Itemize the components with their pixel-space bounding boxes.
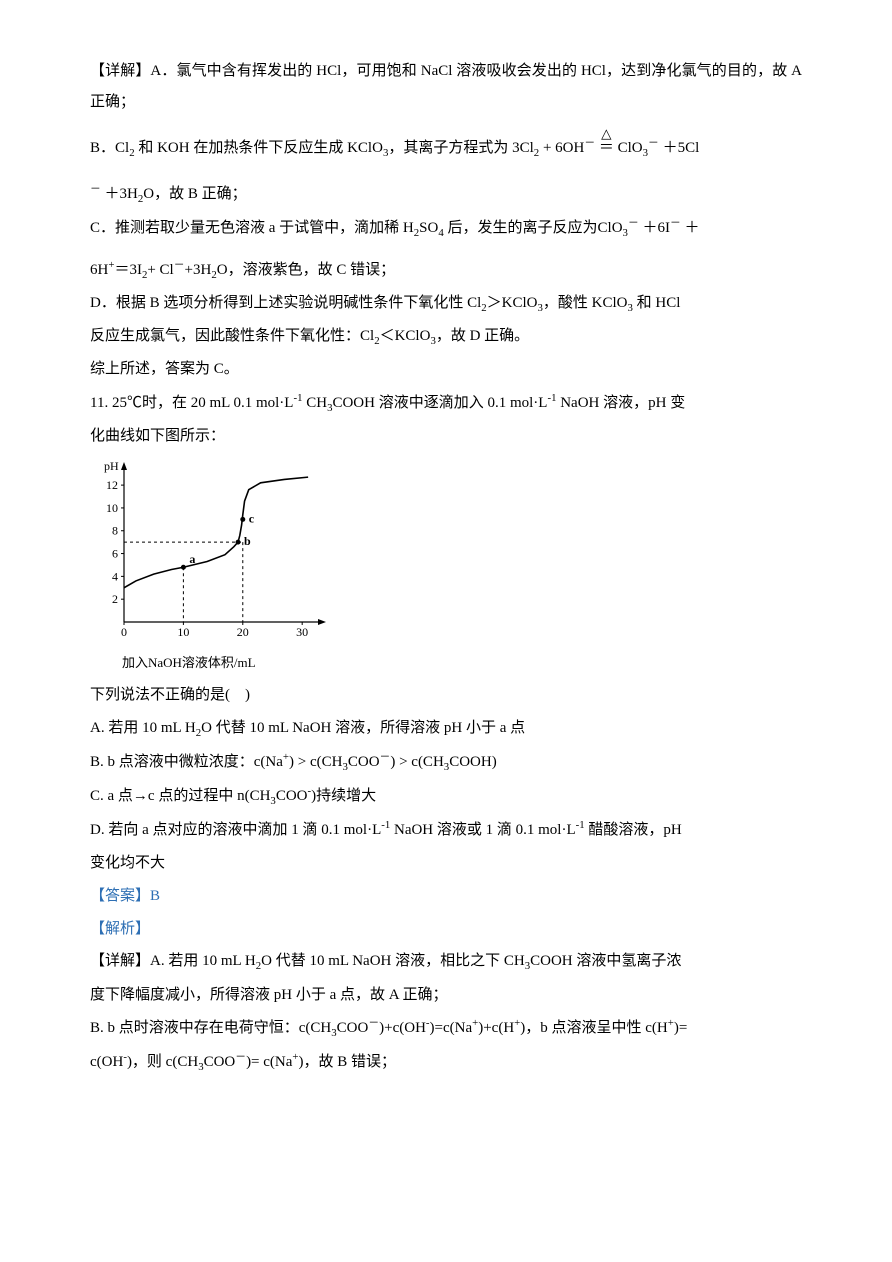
svg-text:pH: pH <box>104 460 119 473</box>
svg-text:0: 0 <box>121 625 127 639</box>
answer-line: 【答案】B <box>90 881 802 912</box>
t: O，故 B 正确； <box>143 186 246 202</box>
explain-c: C．推测若取少量无色溶液 a 于试管中，滴加稀 H2SO4 后，发生的离子反应为… <box>90 212 802 244</box>
t: O 代替 10 mL NaOH 溶液，所得溶液 pH 小于 a 点 <box>201 720 525 736</box>
svg-text:10: 10 <box>177 625 189 639</box>
option-a: A. 若用 10 mL H2O 代替 10 mL NaOH 溶液，所得溶液 pH… <box>90 713 802 744</box>
t: COOH 溶液中氢离子浓 <box>530 953 681 969</box>
t: ＋6I <box>639 220 670 236</box>
detail-b-line2: c(OH-)，则 c(CH3COO－)= c(Na+)，故 B 错误； <box>90 1046 802 1078</box>
t: COO <box>204 1054 236 1070</box>
t: +3H <box>185 262 212 278</box>
t: COO <box>348 754 380 770</box>
explain-d: D．根据 B 选项分析得到上述实验说明碱性条件下氧化性 Cl2＞KClO3，酸性… <box>90 288 802 319</box>
t: )=c(Na <box>430 1020 473 1036</box>
svg-text:8: 8 <box>112 524 118 538</box>
t: O 代替 10 mL NaOH 溶液，相比之下 CH <box>261 953 525 969</box>
answer-value: B <box>150 888 160 904</box>
t: )，则 c(CH <box>127 1054 198 1070</box>
t: ClO <box>598 220 623 236</box>
t: + Cl <box>147 262 173 278</box>
svg-text:12: 12 <box>106 478 118 492</box>
svg-text:6: 6 <box>112 546 118 560</box>
t: ＞KClO <box>487 295 538 311</box>
t: COO <box>337 1020 369 1036</box>
t: 醋酸溶液，pH <box>585 822 682 838</box>
t: )+c(OH <box>379 1020 426 1036</box>
option-c: C. a 点→c 点的过程中 n(CH3COO-)持续增大 <box>90 780 802 812</box>
titration-chart: 2 4 6 8 10 12 0 10 20 30 pH a bc 加入NaOH溶液体积/mL <box>90 460 802 676</box>
t: ＜KClO <box>380 328 431 344</box>
svg-text:a: a <box>189 552 195 566</box>
t: 6H <box>90 262 108 278</box>
t: 11. 25℃时，在 20 mL 0.1 mol·L <box>90 395 293 411</box>
conclusion: 综上所述，答案为 C。 <box>90 354 802 385</box>
t: )，b 点溶液呈中性 c(H <box>520 1020 667 1036</box>
heated-eq: △＝ <box>599 133 614 164</box>
detail-a-line2: 度下降幅度减小，所得溶液 pH 小于 a 点，故 A 正确； <box>90 980 802 1011</box>
svg-text:2: 2 <box>112 592 118 606</box>
t: D. 若向 a 点对应的溶液中滴加 1 滴 0.1 mol·L <box>90 822 381 838</box>
t: )= <box>674 1020 687 1036</box>
t: ＋5Cl <box>659 140 699 156</box>
detail-a: 【详解】A. 若用 10 mL H2O 代替 10 mL NaOH 溶液，相比之… <box>90 946 802 977</box>
option-d-line2: 变化均不大 <box>90 848 802 879</box>
svg-text:10: 10 <box>106 501 118 515</box>
t: ＋3H <box>101 186 138 202</box>
chart-svg: 2 4 6 8 10 12 0 10 20 30 pH a bc <box>90 460 328 640</box>
detail-b: B. b 点时溶液中存在电荷守恒：c(CH3COO－)+c(OH-)=c(Na+… <box>90 1012 802 1044</box>
t: A. 若用 10 mL H <box>90 720 196 736</box>
explain-b-line2: － ＋3H2O，故 B 正确； <box>90 178 802 210</box>
option-b: B. b 点溶液中微粒浓度：c(Na+) > c(CH3COO－) > c(CH… <box>90 746 802 778</box>
t: C．推测若取少量无色溶液 a 于试管中，滴加稀 H <box>90 220 414 236</box>
t: ，其离子方程式为 3Cl <box>388 140 533 156</box>
explain-b: B．Cl2 和 KOH 在加热条件下反应生成 KClO3，其离子方程式为 3Cl… <box>90 132 802 164</box>
t: )持续增大 <box>311 788 376 804</box>
t: COOH 溶液中逐滴加入 0.1 mol·L <box>332 395 547 411</box>
q11-stem-2: 化曲线如下图所示： <box>90 421 802 452</box>
t: c(OH <box>90 1054 123 1070</box>
analysis-label: 【解析】 <box>90 914 802 945</box>
t: COOH) <box>449 754 497 770</box>
t: 反应生成氯气，因此酸性条件下氧化性：Cl <box>90 328 374 344</box>
t: + 6OH <box>539 140 584 156</box>
t: C. a 点→c 点的过程中 n(CH <box>90 788 270 804</box>
t: )+c(H <box>478 1020 514 1036</box>
t: 和 KOH 在加热条件下反应生成 KClO <box>135 140 383 156</box>
t: CH <box>302 395 327 411</box>
t: ＋ <box>681 220 700 236</box>
t: ) > c(CH <box>390 754 443 770</box>
t: )，故 B 错误； <box>299 1054 397 1070</box>
chart-x-label: 加入NaOH溶液体积/mL <box>122 650 802 677</box>
explain-a: 【详解】A．氯气中含有挥发出的 HCl，可用饱和 NaCl 溶液吸收会发出的 H… <box>90 56 802 118</box>
t: COO <box>276 788 308 804</box>
explain-c-line2: 6H+＝3I2+ Cl－+3H2O，溶液紫色，故 C 错误； <box>90 254 802 286</box>
svg-text:30: 30 <box>296 625 308 639</box>
svg-text:20: 20 <box>237 625 249 639</box>
t: NaOH 溶液或 1 滴 0.1 mol·L <box>390 822 575 838</box>
explain-d-line2: 反应生成氯气，因此酸性条件下氧化性：Cl2＜KClO3，故 D 正确。 <box>90 321 802 352</box>
t: ，酸性 KClO <box>543 295 628 311</box>
t: )= c(Na <box>246 1054 292 1070</box>
t: ClO <box>618 140 643 156</box>
t: B. b 点溶液中微粒浓度：c(Na <box>90 754 283 770</box>
t: B. b 点时溶液中存在电荷守恒：c(CH <box>90 1020 331 1036</box>
t: B．Cl <box>90 140 129 156</box>
t: 后，发生的离子反应为 <box>444 220 598 236</box>
svg-text:c: c <box>249 511 255 525</box>
t: ，故 D 正确。 <box>436 328 529 344</box>
t: O，溶液紫色，故 C 错误； <box>217 262 395 278</box>
svg-text:b: b <box>244 534 251 548</box>
q11-stem: 11. 25℃时，在 20 mL 0.1 mol·L-1 CH3COOH 溶液中… <box>90 387 802 419</box>
answer-label: 【答案】 <box>90 888 150 904</box>
t: 【详解】A. 若用 10 mL H <box>90 953 256 969</box>
svg-text:4: 4 <box>112 569 118 583</box>
t: ＝3I <box>114 262 142 278</box>
t: 和 HCl <box>633 295 681 311</box>
q11-prompt: 下列说法不正确的是( ) <box>90 680 802 711</box>
option-d: D. 若向 a 点对应的溶液中滴加 1 滴 0.1 mol·L-1 NaOH 溶… <box>90 814 802 846</box>
t: NaOH 溶液，pH 变 <box>556 395 685 411</box>
t: D．根据 B 选项分析得到上述实验说明碱性条件下氧化性 Cl <box>90 295 481 311</box>
t: ) > c(CH <box>289 754 342 770</box>
